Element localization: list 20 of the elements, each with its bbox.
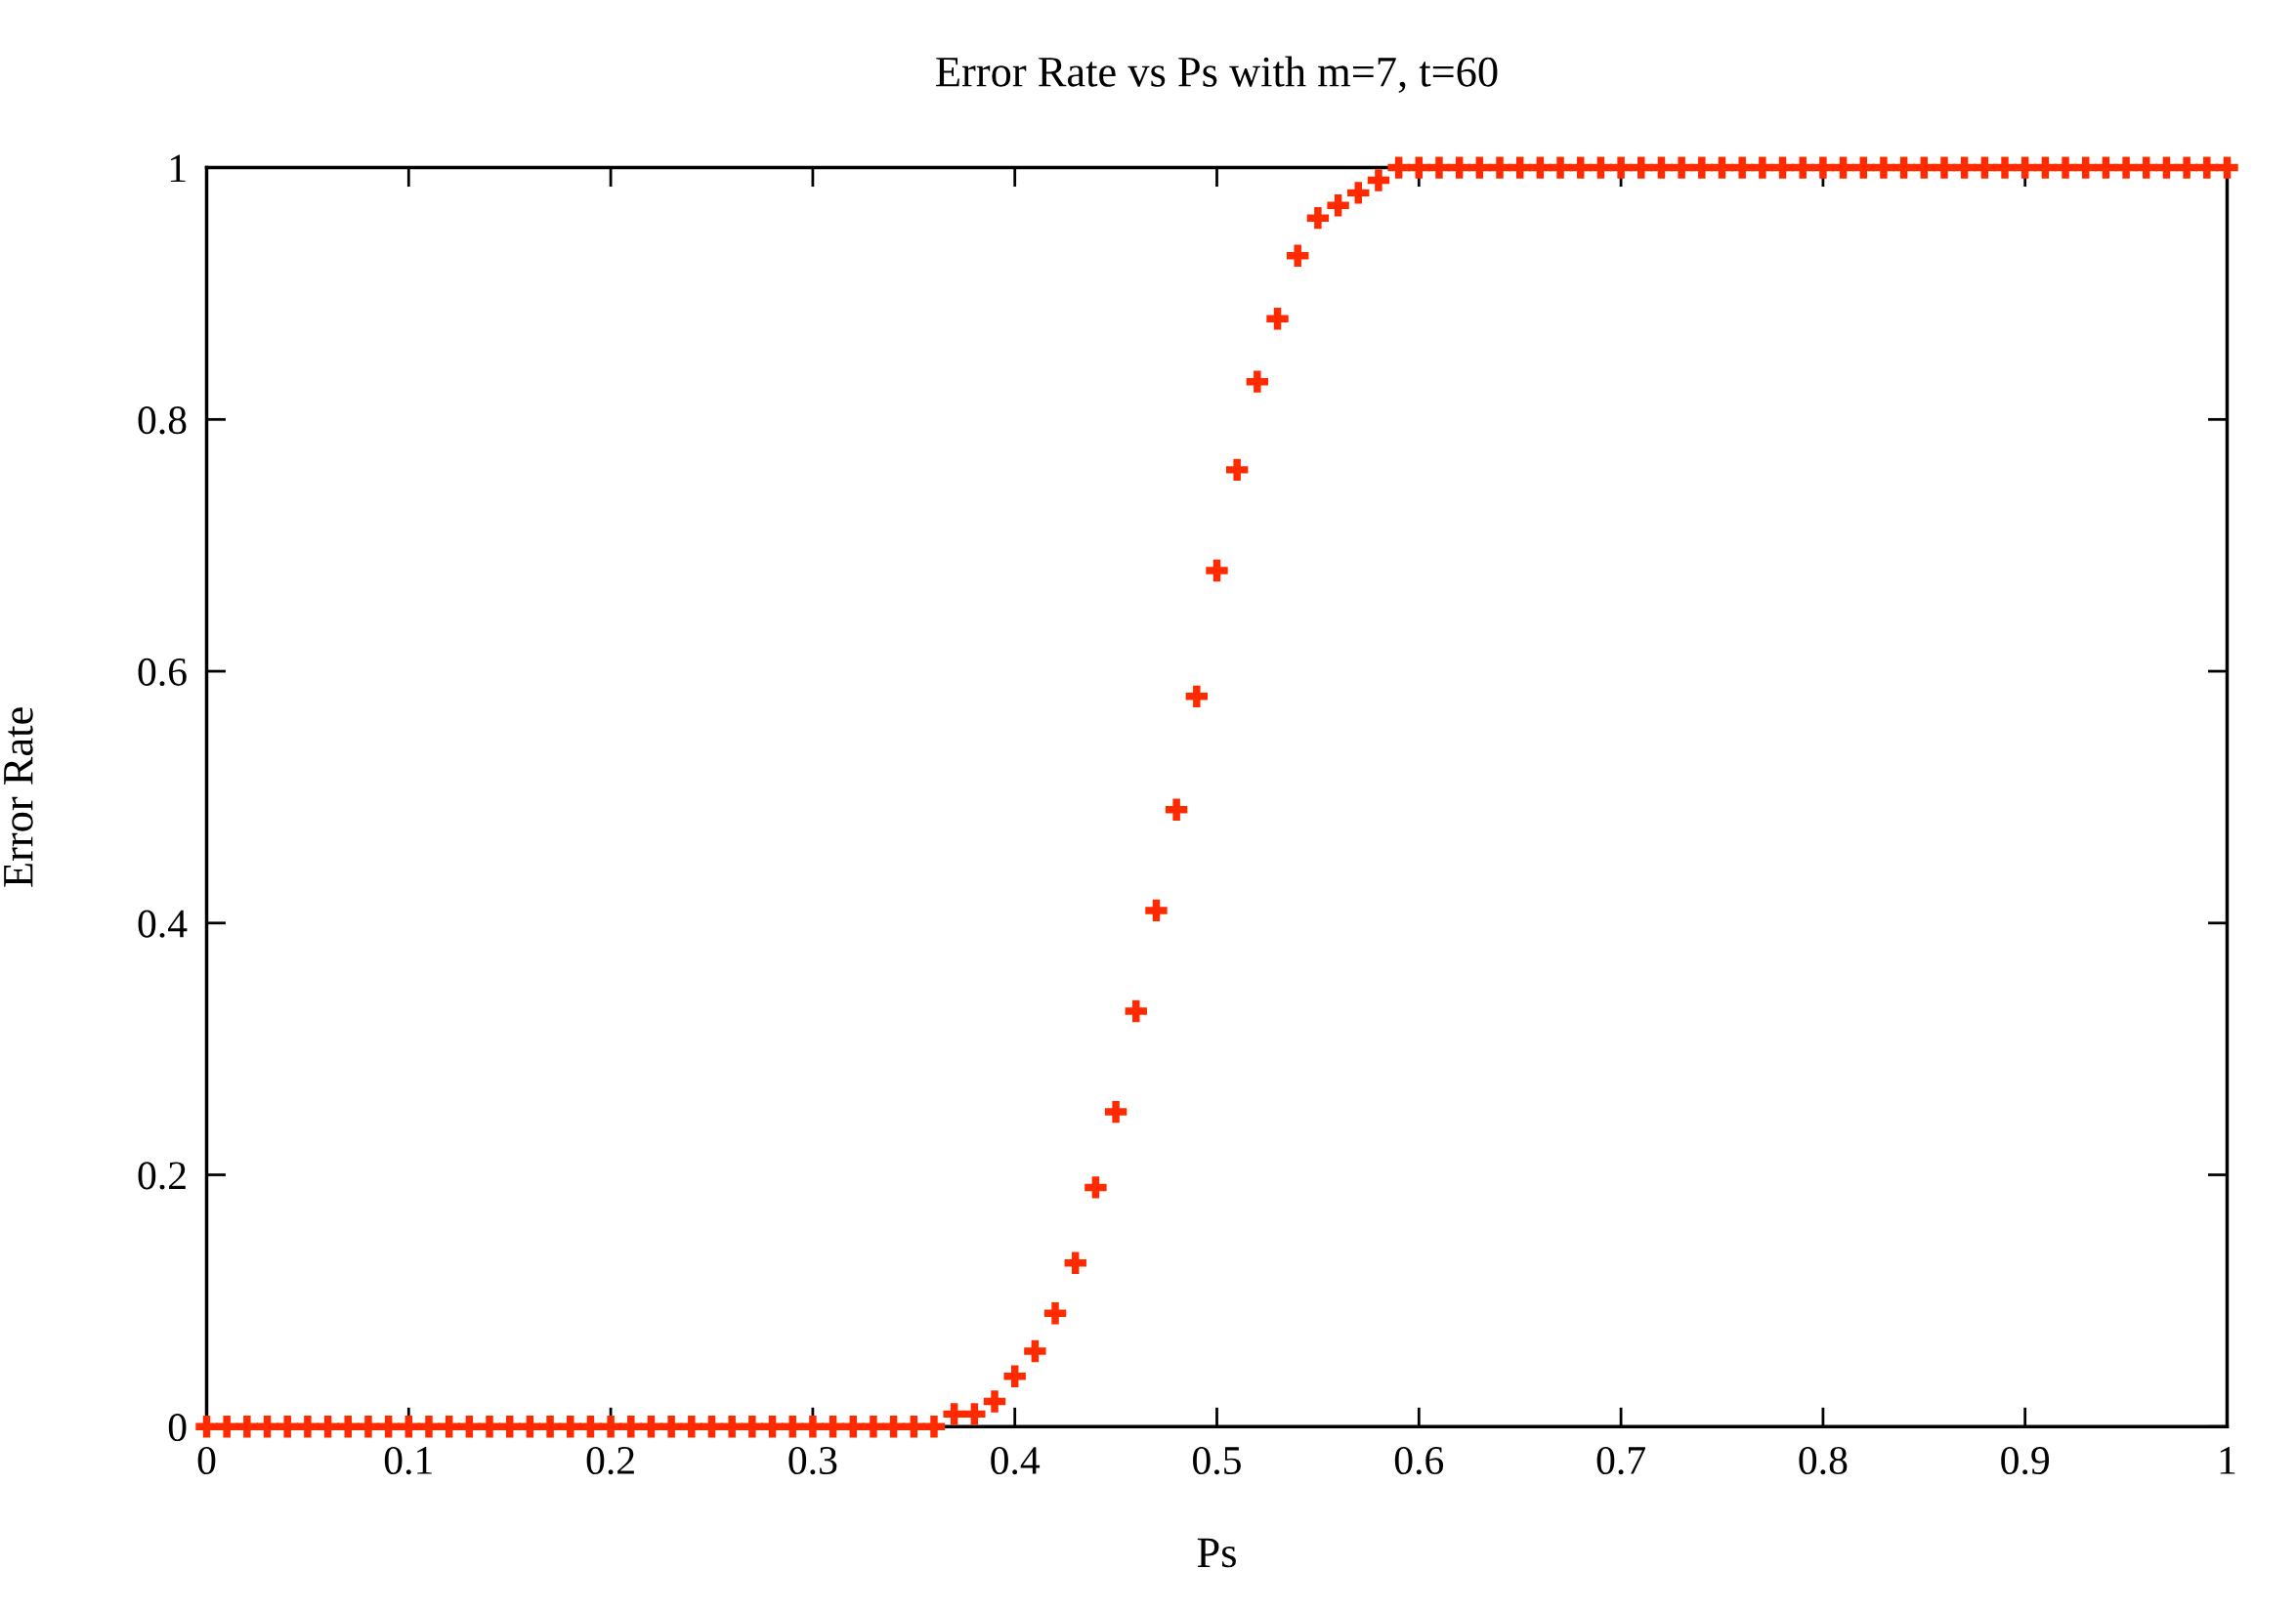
x-tick-label: 0.3: [788, 1446, 837, 1475]
x-tick-label: 0.7: [1596, 1446, 1645, 1475]
chart-title: Error Rate vs Ps with m=7, t=60: [936, 56, 1498, 94]
y-tick-label: 0.4: [138, 910, 188, 938]
x-tick-label: 1: [2220, 1447, 2235, 1474]
x-tick-label: 0.5: [1193, 1446, 1241, 1475]
y-tick-label: 0.8: [138, 406, 187, 435]
x-tick-label: 0.4: [991, 1446, 1041, 1475]
y-tick-label: 0.2: [138, 1162, 186, 1190]
x-tick-label: 0.2: [586, 1446, 634, 1475]
y-tick-label: 0: [168, 1414, 187, 1442]
x-axis-title: Ps: [1197, 1538, 1236, 1568]
y-tick-label: 0.6: [138, 658, 187, 687]
x-tick-label: 0: [197, 1446, 216, 1475]
x-tick-label: 0.1: [384, 1446, 432, 1475]
x-tick-label: 0.8: [1799, 1446, 1848, 1475]
y-axis-title: Error Rate: [4, 707, 33, 887]
x-tick-label: 0.9: [2001, 1446, 2050, 1475]
x-tick-label: 0.6: [1394, 1446, 1444, 1475]
y-tick-label: 1: [170, 154, 186, 183]
